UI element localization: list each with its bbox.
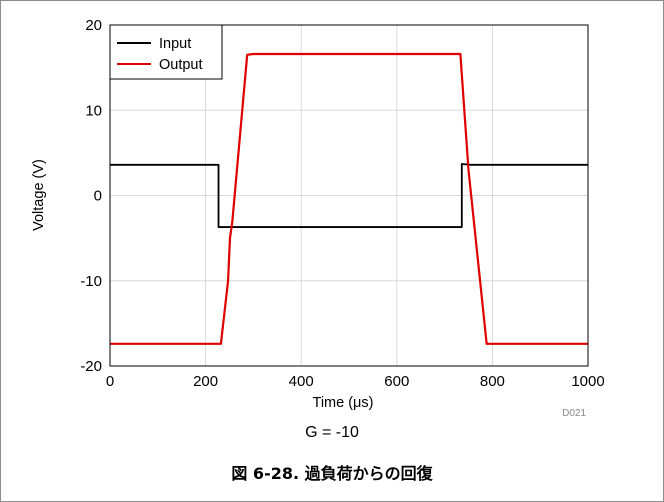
tick-labels: 0 200 400 600 800 1000 -20 -10 0 10 20: [80, 17, 604, 390]
figure-id-label: D021: [562, 408, 586, 419]
legend-label-input: Input: [159, 36, 191, 52]
series-layer: [110, 52, 588, 345]
figure-caption: 図 6-28. 過負荷からの回復: [231, 464, 433, 483]
x-axis-title: Time (μs): [313, 395, 374, 411]
y-tick-label-4: 20: [85, 17, 102, 34]
x-tick-label-5: 1000: [571, 373, 604, 390]
y-tick-label-0: -20: [80, 358, 102, 375]
legend-box: [109, 24, 223, 80]
y-axis-title: Voltage (V): [31, 159, 47, 231]
y-tick-label-2: 0: [94, 188, 102, 205]
gain-condition-label: G = -10: [305, 424, 359, 441]
x-tick-label-0: 0: [106, 373, 114, 390]
x-tick-label-1: 200: [193, 373, 218, 390]
series-line-input: [110, 163, 588, 228]
x-tick-label-4: 800: [480, 373, 505, 390]
y-tick-label-1: -10: [80, 273, 102, 290]
legend-label-output: Output: [159, 57, 203, 73]
plot-area-border: [109, 24, 589, 367]
series-line-output: [110, 52, 588, 345]
y-tick-label-3: 10: [85, 102, 102, 119]
legend: Input Output: [109, 24, 223, 80]
grid: [110, 25, 588, 366]
x-tick-label-2: 400: [289, 373, 314, 390]
x-tick-label-3: 600: [384, 373, 409, 390]
